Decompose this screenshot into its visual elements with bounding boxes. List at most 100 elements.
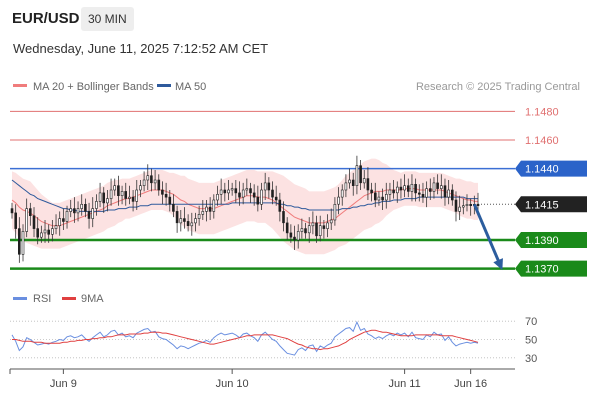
candle-body — [120, 191, 124, 196]
price-label: 1.1440 — [525, 164, 559, 176]
candle-body — [84, 204, 87, 212]
candle-body — [113, 185, 116, 191]
candle-body — [285, 222, 289, 234]
price-label-bg — [515, 196, 587, 213]
rsi-panel: 70 50 30 — [10, 316, 537, 365]
candle-body — [135, 189, 138, 202]
candle-body — [366, 178, 370, 191]
symbol-title: EUR/USD — [12, 10, 80, 27]
candle-body — [43, 229, 47, 234]
bollinger-legend-label: MA 20 + Bollinger Bands — [33, 81, 154, 93]
candle-body — [241, 189, 245, 198]
rsi-ma-legend-swatch — [62, 297, 76, 300]
candle-body — [315, 222, 318, 237]
candle-body — [117, 185, 120, 196]
candle-body — [282, 211, 285, 224]
candle-body — [131, 196, 135, 202]
candle-body — [153, 179, 157, 184]
candle-body — [80, 204, 83, 209]
time-tick-label: Jun 10 — [216, 378, 249, 390]
candle-body — [256, 196, 260, 205]
candle-body — [190, 222, 194, 227]
candle-body — [469, 204, 473, 207]
candle-body — [91, 208, 94, 219]
candle-body — [109, 189, 113, 199]
candle-body — [300, 228, 304, 232]
candle-body — [230, 188, 234, 191]
chart-header: EUR/USD 30 MIN — [0, 0, 590, 38]
candle-body — [417, 192, 421, 195]
projection-arrow-shaft — [472, 203, 502, 266]
candle-body — [142, 179, 146, 186]
key-levels: 1.1480 1.1460 1.1440 1.1415 1.1390 1.1370 — [10, 106, 587, 277]
rsi-tick-label: 50 — [525, 335, 537, 347]
candle-body — [410, 184, 414, 192]
candle-body — [399, 186, 403, 191]
candle-body — [260, 189, 263, 205]
candle-body — [428, 188, 432, 192]
candle-body — [14, 212, 17, 229]
candle-body — [172, 204, 175, 212]
candle-body — [168, 196, 172, 205]
candle-body — [406, 185, 410, 192]
candle-body — [201, 211, 205, 215]
candle-body — [164, 194, 168, 198]
candle-body — [161, 189, 164, 195]
candle-body — [146, 175, 150, 181]
candle-body — [76, 208, 80, 214]
candle-body — [307, 225, 311, 234]
candle-body — [87, 211, 91, 219]
candle-body — [436, 182, 439, 189]
rsi-line — [11, 320, 479, 356]
candle-body — [62, 218, 65, 222]
candle-body — [263, 182, 267, 191]
candle-body — [54, 225, 58, 229]
candle-body — [205, 206, 208, 212]
candle-body — [10, 208, 14, 214]
candle-body — [25, 208, 29, 232]
candle-body — [443, 185, 447, 198]
price-label: 1.1415 — [525, 199, 559, 211]
candle-body — [373, 192, 377, 201]
price-label: 1.1460 — [525, 135, 559, 147]
candle-body — [21, 231, 25, 255]
candle-body — [219, 189, 223, 195]
candle-body — [175, 211, 179, 224]
time-tick-label: Jun 16 — [454, 378, 487, 390]
candle-body — [296, 231, 300, 241]
candle-body — [403, 185, 406, 191]
candle-body — [461, 205, 465, 208]
price-label: 1.1480 — [525, 106, 559, 118]
candle-body — [454, 199, 458, 212]
candle-body — [425, 188, 428, 198]
candle-body — [381, 196, 384, 201]
candle-body — [58, 218, 62, 227]
candle-body — [329, 219, 333, 224]
candle-body — [234, 188, 238, 194]
timeframe-badge[interactable]: 30 MIN — [81, 7, 134, 31]
candle-body — [458, 206, 461, 212]
timestamp-text: Wednesday, June 11, 2025 7:12:52 AM CET — [13, 41, 269, 56]
candle-body — [447, 189, 450, 198]
candle-body — [139, 185, 142, 191]
bollinger-legend-swatch — [13, 84, 27, 87]
projection-arrow — [472, 203, 503, 271]
copyright-credit: Research © 2025 Trading Central — [416, 81, 580, 93]
candle-body — [65, 211, 69, 222]
candle-body — [322, 225, 326, 229]
candle-body — [337, 196, 340, 205]
candle-body — [392, 189, 395, 194]
candle-body — [51, 228, 54, 235]
candle-body — [32, 215, 36, 229]
rsi-legend: RSI 9MA — [13, 293, 104, 305]
candle-body — [289, 232, 293, 238]
candle-body — [47, 229, 51, 235]
candle-body — [278, 199, 282, 212]
candle-body — [333, 204, 337, 221]
ma50-legend-label: MA 50 — [175, 81, 206, 93]
candle-body — [238, 192, 241, 198]
candle-body — [414, 184, 417, 194]
chart-legend: MA 20 + Bollinger Bands MA 50 Research ©… — [13, 81, 580, 93]
candle-body — [186, 221, 190, 226]
